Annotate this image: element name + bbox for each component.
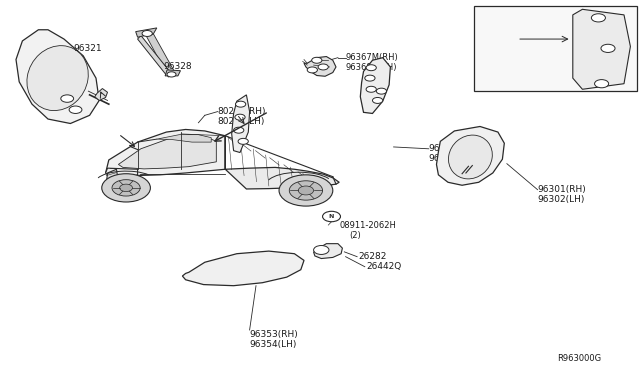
Circle shape bbox=[307, 67, 317, 73]
Circle shape bbox=[314, 246, 329, 254]
Circle shape bbox=[235, 114, 245, 120]
Polygon shape bbox=[436, 126, 504, 185]
Circle shape bbox=[366, 86, 376, 92]
Text: 96321: 96321 bbox=[74, 44, 102, 53]
Text: R963000G: R963000G bbox=[557, 355, 601, 363]
Polygon shape bbox=[16, 30, 99, 124]
Circle shape bbox=[61, 95, 74, 102]
Circle shape bbox=[238, 138, 248, 144]
FancyBboxPatch shape bbox=[474, 6, 637, 91]
Text: 96305NA(LH): 96305NA(LH) bbox=[479, 65, 535, 74]
Text: 96367M(RH): 96367M(RH) bbox=[346, 53, 398, 62]
Text: 96300A: 96300A bbox=[479, 35, 513, 44]
Polygon shape bbox=[165, 70, 180, 76]
Polygon shape bbox=[118, 135, 216, 169]
Circle shape bbox=[372, 97, 383, 103]
Text: 26282: 26282 bbox=[358, 252, 387, 261]
Polygon shape bbox=[95, 89, 108, 100]
Text: 96302(LH): 96302(LH) bbox=[538, 195, 585, 204]
Circle shape bbox=[234, 127, 244, 133]
Circle shape bbox=[366, 65, 376, 71]
Polygon shape bbox=[182, 251, 304, 286]
Circle shape bbox=[102, 174, 150, 202]
Text: 96354(LH): 96354(LH) bbox=[250, 340, 297, 349]
Circle shape bbox=[120, 184, 132, 192]
Text: 96368M(LH): 96368M(LH) bbox=[346, 63, 397, 72]
Text: 96366(LH): 96366(LH) bbox=[429, 154, 476, 163]
Circle shape bbox=[318, 64, 328, 70]
Polygon shape bbox=[106, 129, 225, 176]
Circle shape bbox=[236, 101, 246, 107]
Text: 80293(LH): 80293(LH) bbox=[218, 117, 265, 126]
Circle shape bbox=[112, 180, 140, 196]
Circle shape bbox=[376, 88, 387, 94]
Polygon shape bbox=[360, 58, 390, 113]
Polygon shape bbox=[106, 168, 138, 179]
Text: N: N bbox=[329, 214, 334, 219]
Text: 26442Q: 26442Q bbox=[366, 262, 401, 271]
Circle shape bbox=[279, 175, 333, 206]
Circle shape bbox=[167, 72, 176, 77]
Text: 96353(RH): 96353(RH) bbox=[250, 330, 298, 339]
Polygon shape bbox=[573, 9, 630, 89]
Text: 08911-2062H: 08911-2062H bbox=[339, 221, 396, 230]
Polygon shape bbox=[138, 35, 170, 75]
Text: W/TOW: W/TOW bbox=[493, 9, 526, 17]
Polygon shape bbox=[232, 95, 250, 153]
Circle shape bbox=[601, 44, 615, 52]
Circle shape bbox=[595, 80, 609, 88]
Ellipse shape bbox=[27, 46, 88, 110]
Polygon shape bbox=[225, 136, 339, 189]
Text: 96328: 96328 bbox=[163, 62, 192, 71]
Circle shape bbox=[365, 75, 375, 81]
Polygon shape bbox=[106, 169, 118, 190]
Circle shape bbox=[289, 181, 323, 200]
Polygon shape bbox=[314, 244, 342, 259]
Text: 96365(RH): 96365(RH) bbox=[429, 144, 477, 153]
Ellipse shape bbox=[449, 135, 492, 179]
Text: 96305M (RH): 96305M (RH) bbox=[479, 55, 534, 64]
Circle shape bbox=[591, 14, 605, 22]
Polygon shape bbox=[136, 28, 157, 37]
Circle shape bbox=[298, 186, 314, 195]
Text: 96301(RH): 96301(RH) bbox=[538, 185, 586, 194]
Text: (2): (2) bbox=[349, 231, 360, 240]
Circle shape bbox=[142, 31, 152, 36]
Circle shape bbox=[69, 106, 82, 113]
Text: 80292(RH): 80292(RH) bbox=[218, 107, 266, 116]
Polygon shape bbox=[157, 135, 211, 142]
Polygon shape bbox=[146, 34, 176, 77]
Circle shape bbox=[312, 57, 322, 63]
Circle shape bbox=[323, 211, 340, 222]
Polygon shape bbox=[304, 57, 336, 76]
